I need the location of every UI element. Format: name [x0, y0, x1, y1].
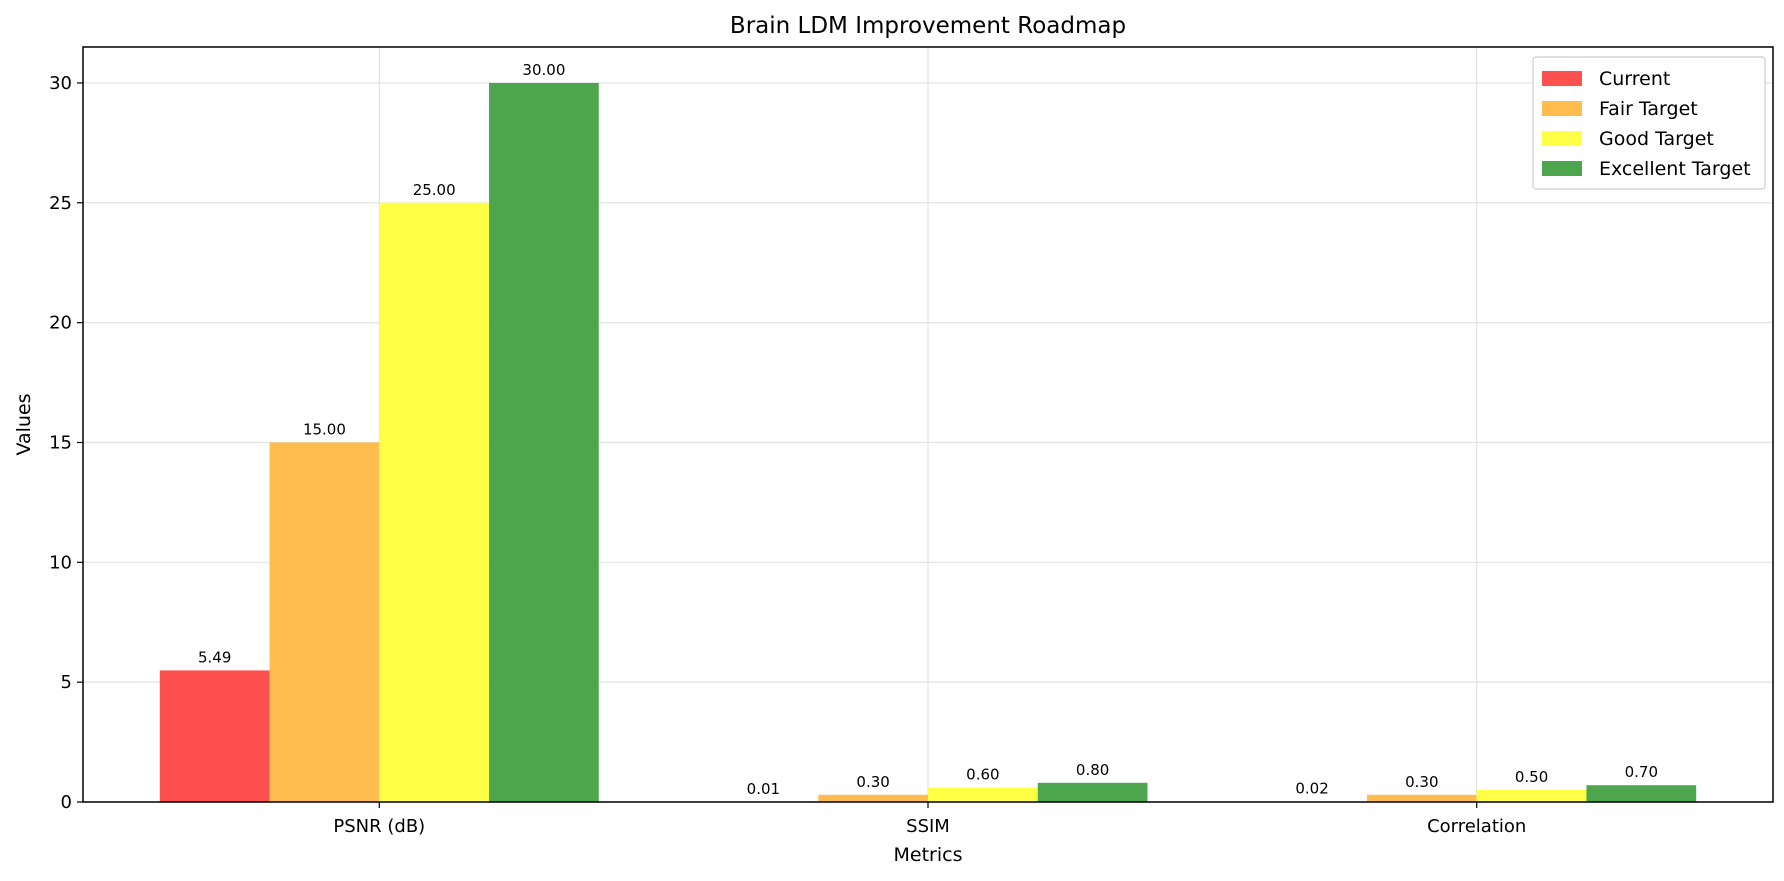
y-tick-label: 0: [61, 792, 72, 813]
bar: [159, 670, 270, 802]
legend: Current Fair Target Good Target Excellent T…: [1532, 56, 1766, 190]
y-axis: 0 5 10 15 20 25 30: [49, 73, 83, 813]
y-tick-label: 15: [49, 432, 72, 453]
bar-value-label: 0.02: [1295, 780, 1328, 798]
x-tick-label: Correlation: [1427, 816, 1526, 837]
bar: [928, 787, 1038, 802]
bar-value-label: 0.50: [1515, 768, 1548, 786]
legend-swatch: [1542, 101, 1582, 116]
legend-swatch: [1542, 131, 1582, 146]
y-axis-label: Values: [13, 393, 35, 455]
data-labels: 5.49 0.01 0.02 15.00 0.30 0.30 25.00 0.60 0.50 30…: [198, 61, 1658, 798]
y-tick-label: 20: [49, 313, 72, 334]
bar: [1366, 794, 1477, 802]
legend-swatch: [1542, 161, 1582, 176]
legend-label: Excellent Target: [1599, 158, 1751, 180]
bar-value-label: 0.70: [1625, 763, 1658, 781]
bars: [159, 82, 1697, 803]
x-tick-label: SSIM: [906, 816, 950, 837]
y-tick-label: 10: [49, 552, 72, 573]
chart-title: Brain LDM Improvement Roadmap: [730, 13, 1126, 39]
bar: [1037, 782, 1148, 802]
bar-value-label: 0.80: [1076, 761, 1109, 779]
legend-swatch: [1542, 71, 1582, 86]
bar-value-label: 0.01: [747, 780, 780, 798]
bar: [379, 202, 490, 803]
bar-value-label: 25.00: [413, 181, 456, 199]
y-tick-label: 30: [49, 73, 72, 94]
x-axis: PSNR (dB) SSIM Correlation: [333, 802, 1526, 837]
legend-label: Fair Target: [1599, 98, 1698, 120]
bar-value-label: 0.30: [856, 773, 889, 791]
legend-label: Good Target: [1599, 128, 1714, 150]
y-tick-label: 5: [61, 672, 72, 693]
bar: [818, 794, 928, 802]
bar-value-label: 0.30: [1405, 773, 1438, 791]
legend-label: Current: [1599, 68, 1670, 90]
bar: [489, 82, 599, 802]
bar-value-label: 5.49: [198, 648, 231, 666]
bar-value-label: 15.00: [303, 420, 346, 438]
bar: [1586, 785, 1697, 802]
x-axis-label: Metrics: [894, 844, 963, 866]
bar-value-label: 30.00: [522, 61, 565, 79]
bar: [1476, 790, 1587, 802]
y-tick-label: 25: [49, 193, 72, 214]
bar: [269, 442, 380, 802]
bar-value-label: 0.60: [966, 766, 999, 784]
x-tick-label: PSNR (dB): [333, 816, 425, 837]
legend-box: [1532, 56, 1766, 190]
